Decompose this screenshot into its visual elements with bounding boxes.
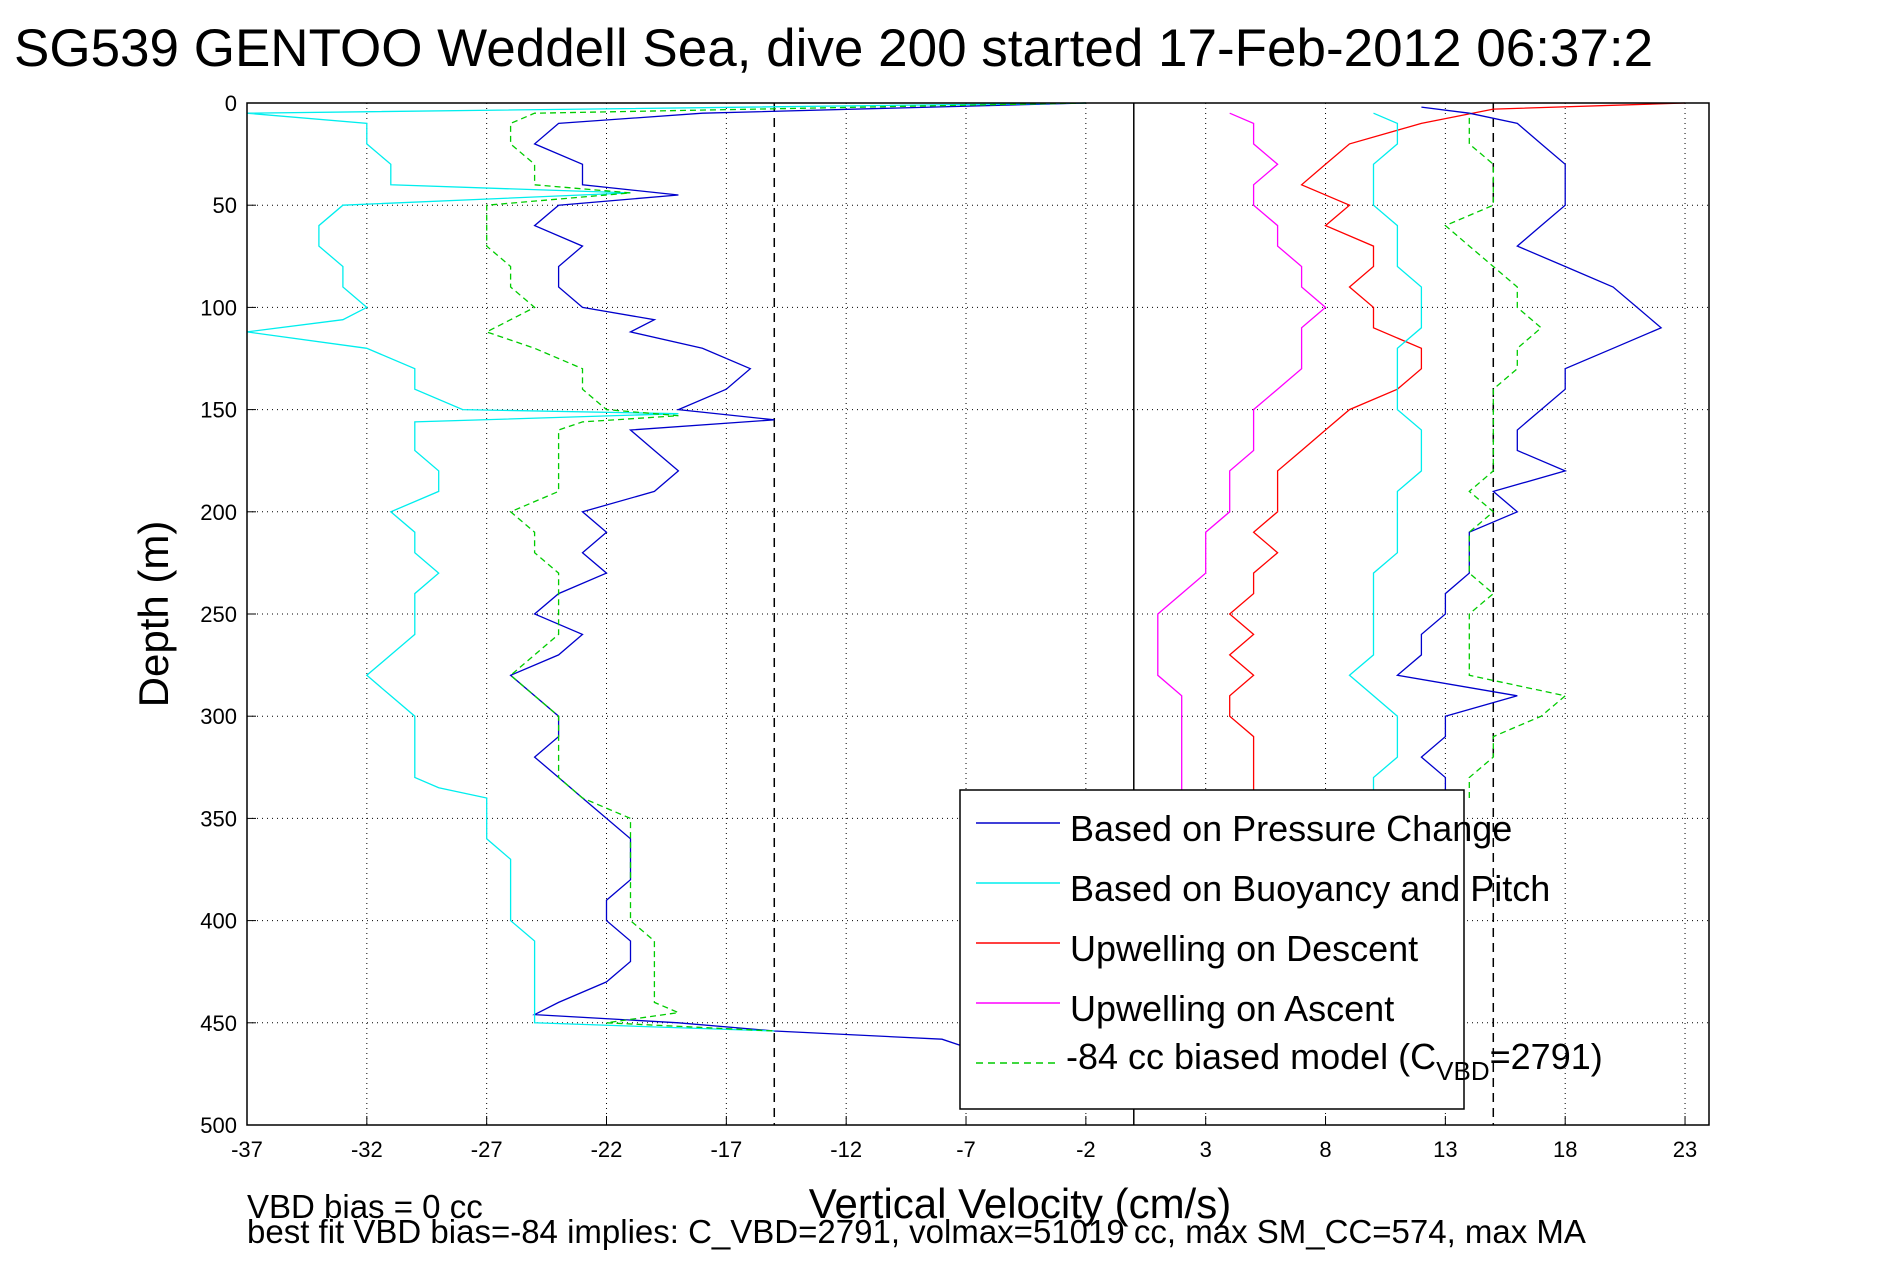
y-tick-label: 150 (200, 398, 237, 423)
series-line-7 (1444, 113, 1567, 798)
y-axis-label: Depth (m) (130, 521, 177, 708)
x-tick-label: 13 (1433, 1137, 1457, 1162)
series-line-2 (1228, 102, 1686, 798)
series-line-6 (1348, 112, 1423, 798)
y-tick-label: 0 (225, 91, 237, 116)
x-tick-label: 3 (1200, 1137, 1212, 1162)
x-tick-label: 18 (1553, 1137, 1577, 1162)
y-tick-label: 250 (200, 602, 237, 627)
x-tick-label: -7 (956, 1137, 976, 1162)
series-line-0 (509, 102, 1086, 1048)
data-series (246, 102, 1686, 1048)
series-line-4 (485, 102, 1086, 1032)
x-tick-label: -22 (591, 1137, 623, 1162)
x-tick-label: -17 (710, 1137, 742, 1162)
x-tick-label: -2 (1076, 1137, 1096, 1162)
x-tick-label: 23 (1673, 1137, 1697, 1162)
y-tick-label: 400 (200, 909, 237, 934)
annotation-vbd-bias: VBD bias = 0 cc (247, 1188, 483, 1225)
plot-frame (246, 102, 1710, 1126)
y-tick-label: 500 (200, 1113, 237, 1138)
y-tick-label: 50 (213, 193, 237, 218)
legend-box (959, 789, 1465, 1110)
legend-model-subscript: VBD (1436, 1056, 1489, 1086)
x-tick-label: -32 (351, 1137, 383, 1162)
legend-label-upwelling-ascent: Upwelling on Ascent (1070, 988, 1394, 1029)
legend-label-upwelling-descent: Upwelling on Descent (1070, 928, 1418, 969)
legend-label-biased-model: -84 cc biased model (CVBD=2791) (1066, 1036, 1603, 1086)
legend-model-suffix: =2791) (1490, 1036, 1603, 1077)
x-tick-label: -12 (830, 1137, 862, 1162)
x-tick-labels: -37 -32 -27 -22 -17 -12 -7 -2 3 8 13 18 23 (231, 1137, 1697, 1162)
y-tick-label: 450 (200, 1011, 237, 1036)
y-tick-label: 300 (200, 704, 237, 729)
x-tick-label: 8 (1319, 1137, 1331, 1162)
legend-model-prefix: -84 cc biased model (C (1066, 1036, 1436, 1077)
chart-title: SG539 GENTOO Weddell Sea, dive 200 start… (14, 19, 1653, 78)
legend-label-buoyancy-pitch: Based on Buoyancy and Pitch (1070, 868, 1550, 909)
x-axis-label: Vertical Velocity (cm/s) (809, 1180, 1231, 1227)
series-line-5 (1395, 106, 1663, 798)
y-tick-label: 200 (200, 500, 237, 525)
legend: Based on Pressure Change Based on Buoyan… (959, 789, 1603, 1110)
x-tick-label: -37 (231, 1137, 263, 1162)
y-tick-labels: 0 50 100 150 200 250 300 350 400 450 500 (200, 91, 237, 1138)
annotation-best-fit: best fit VBD bias=-84 implies: C_VBD=279… (247, 1213, 1586, 1250)
legend-label-pressure-change: Based on Pressure Change (1070, 808, 1512, 849)
y-tick-label: 350 (200, 806, 237, 831)
series-line-3 (1157, 112, 1327, 798)
x-tick-label: -27 (471, 1137, 503, 1162)
series-line-1 (246, 102, 1086, 1032)
y-tick-label: 100 (200, 295, 237, 320)
